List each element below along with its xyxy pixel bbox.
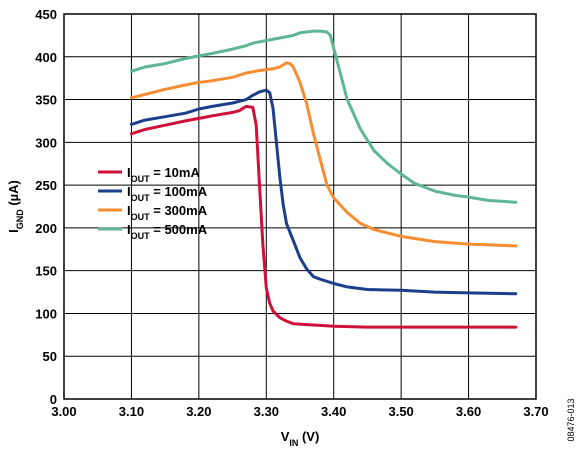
legend-label-4: IOUT = 500mA (127, 222, 208, 241)
y-tick-label: 250 (35, 178, 57, 193)
y-tick-label: 50 (43, 349, 57, 364)
x-axis-title: VIN (V) (281, 429, 320, 448)
y-axis-title: IGND (µA) (6, 180, 25, 233)
series-line-2 (129, 88, 518, 296)
legend-label-3: IOUT = 300mA (127, 203, 208, 222)
x-tick-label: 3.10 (119, 404, 144, 419)
plot-area-frame (63, 13, 537, 400)
series-line-1 (129, 104, 518, 329)
x-tick-label: 3.70 (523, 404, 548, 419)
x-axis-tick-labels: 3.00 3.10 3.20 3.30 3.40 3.50 3.60 3.70 (51, 404, 548, 419)
figure-id: 08476-013 (566, 398, 576, 441)
series-line-3 (129, 61, 518, 248)
x-tick-label: 3.30 (254, 404, 279, 419)
y-tick-label: 300 (35, 135, 57, 150)
x-tick-label: 3.20 (186, 404, 211, 419)
x-tick-label: 3.50 (388, 404, 413, 419)
legend-label-1: IOUT = 10mA (127, 165, 200, 184)
legend-label-2: IOUT = 100mA (127, 184, 208, 203)
y-tick-label: 400 (35, 50, 57, 65)
x-tick-label: 3.40 (321, 404, 346, 419)
series-line-4 (129, 29, 518, 204)
y-axis-tick-labels: 0 50 100 150 200 250 300 350 400 450 (35, 7, 57, 407)
y-tick-label: 200 (35, 221, 57, 236)
y-tick-label: 100 (35, 306, 57, 321)
series-layer (129, 29, 518, 329)
y-tick-label: 0 (50, 392, 57, 407)
y-tick-label: 450 (35, 7, 57, 22)
x-tick-label: 3.60 (456, 404, 481, 419)
y-tick-label: 150 (35, 264, 57, 279)
y-tick-label: 350 (35, 93, 57, 108)
x-tick-label: 3.00 (51, 404, 76, 419)
